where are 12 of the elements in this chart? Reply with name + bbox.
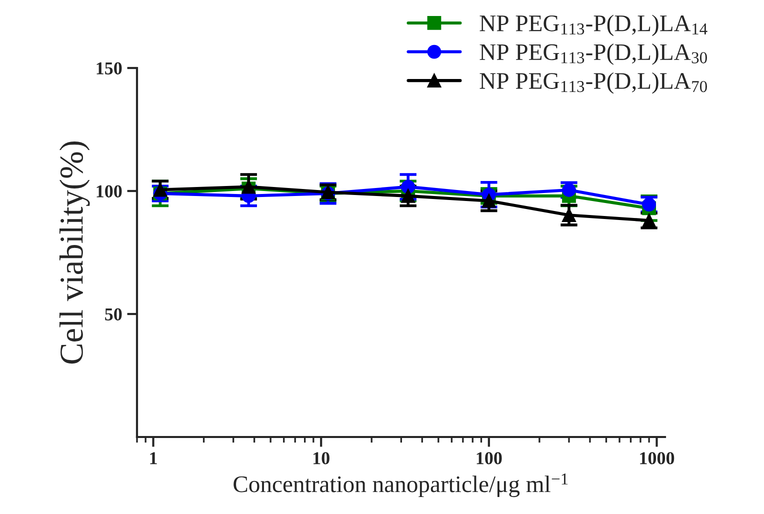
legend-label: NP PEG$_{113}$-P(D,L)LA$_{70}$ bbox=[480, 72, 707, 94]
legend-label: NP PEG$_{113}$-P(D,L)LA$_{14}$ bbox=[480, 14, 708, 36]
x-axis-title: Concentration nanoparticle/μg ml$^{−1}$ bbox=[234, 474, 568, 498]
y-tick-label: 100 bbox=[96, 185, 122, 198]
x-tick-label: 10 bbox=[314, 452, 330, 464]
y-tick-label: 50 bbox=[105, 308, 122, 320]
y-tick-label: 150 bbox=[96, 62, 122, 74]
x-tick-label: 1000 bbox=[640, 452, 674, 464]
y-axis-title: Cell viability(%) bbox=[59, 141, 90, 364]
x-tick-label: 1 bbox=[150, 452, 157, 464]
x-tick-label: 100 bbox=[476, 452, 502, 464]
legend-label: NP PEG$_{113}$-P(D,L)LA$_{30}$ bbox=[480, 44, 707, 65]
